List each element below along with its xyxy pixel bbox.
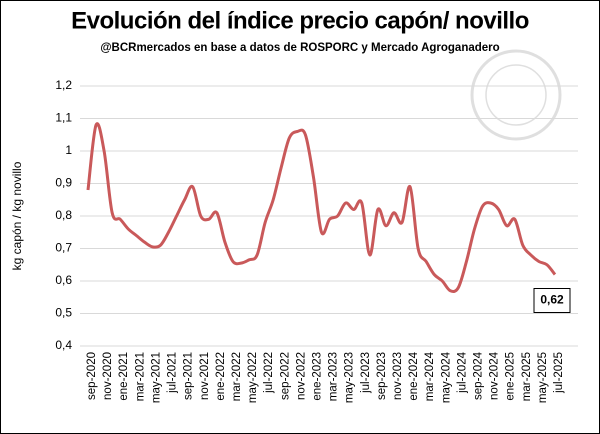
y-tick-label: 0,7 <box>55 241 72 255</box>
x-tick-label: nov-2024 <box>489 351 501 400</box>
x-tick-label: ene-2021 <box>118 352 130 401</box>
y-tick-label: 0,8 <box>55 208 72 222</box>
x-tick-label: ene-2023 <box>311 352 323 401</box>
x-tick-label: mar-2024 <box>424 351 436 401</box>
y-tick-label: 0,5 <box>55 306 72 320</box>
x-tick-label: jul-2025 <box>553 352 565 394</box>
x-tick-label: nov-2020 <box>102 352 114 400</box>
x-tick-label: may-2024 <box>440 351 452 403</box>
value-label: 0,62 <box>540 293 564 307</box>
y-tick-label: 1,2 <box>55 78 72 92</box>
x-tick-label: nov-2022 <box>295 352 307 400</box>
x-tick-label: jul-2021 <box>167 352 179 394</box>
y-tick-label: 0,9 <box>55 176 72 190</box>
x-tick-label: may-2023 <box>344 352 356 403</box>
y-tick-label: 1,1 <box>55 111 72 125</box>
x-tick-label: may-2025 <box>537 352 549 403</box>
x-tick-label: ene-2025 <box>505 352 517 401</box>
x-tick-label: jul-2023 <box>360 352 372 394</box>
x-tick-label: mar-2023 <box>328 352 340 401</box>
line <box>86 122 557 293</box>
x-tick-label: mar-2022 <box>231 352 243 401</box>
y-tick-label: 1 <box>65 143 72 157</box>
x-tick-label: jul-2024 <box>456 351 468 394</box>
x-tick-label: mar-2021 <box>134 352 146 401</box>
x-tick-label: nov-2023 <box>392 352 404 400</box>
x-tick-label: nov-2021 <box>199 352 211 400</box>
x-tick-label: sep-2021 <box>183 352 195 400</box>
y-tick-label: 0,4 <box>55 338 72 352</box>
x-tick-label: may-2022 <box>247 352 259 403</box>
x-tick-label: mar-2025 <box>521 352 533 401</box>
x-tick-label: sep-2020 <box>86 352 98 400</box>
x-tick-label: ene-2022 <box>215 352 227 401</box>
chart-title: Evolución del índice precio capón/ novil… <box>71 7 529 34</box>
watermark <box>470 49 562 141</box>
x-tick-label: jul-2022 <box>263 352 275 394</box>
x-tick-label: sep-2024 <box>473 351 485 400</box>
x-tick-label: ene-2024 <box>408 351 420 400</box>
x-tick-label: may-2021 <box>150 352 162 403</box>
x-tick-label: sep-2022 <box>279 352 291 400</box>
value-label-box <box>533 288 571 313</box>
y-axis-label: kg capón / kg novillo <box>10 161 24 270</box>
y-tick-label: 0,6 <box>55 273 72 287</box>
chart-subtitle: @BCRmercados en base a datos de ROSPORC … <box>100 42 499 54</box>
x-tick-label: sep-2023 <box>376 352 388 400</box>
